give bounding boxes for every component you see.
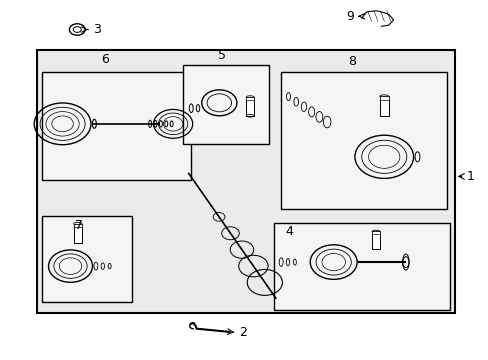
Text: 7: 7 [75, 219, 83, 231]
Bar [379, 96, 388, 100]
Text: 4: 4 [285, 225, 293, 238]
Text: 9: 9 [346, 10, 354, 23]
Text: 6: 6 [101, 53, 109, 66]
Bar [41, 72, 190, 180]
Bar [371, 231, 379, 249]
Bar [273, 223, 449, 310]
Bar [73, 224, 81, 243]
Bar [281, 72, 447, 209]
Text: 5: 5 [218, 49, 226, 62]
Bar [245, 97, 254, 116]
Bar [379, 96, 388, 116]
Bar [37, 50, 454, 313]
Bar [245, 97, 254, 100]
Bar [371, 231, 379, 234]
Bar [73, 224, 81, 227]
Text: 8: 8 [347, 55, 355, 68]
Bar [183, 65, 268, 144]
Text: 2: 2 [238, 327, 246, 339]
Bar [41, 216, 132, 302]
Text: 1: 1 [466, 170, 474, 183]
Text: 3: 3 [93, 23, 101, 36]
